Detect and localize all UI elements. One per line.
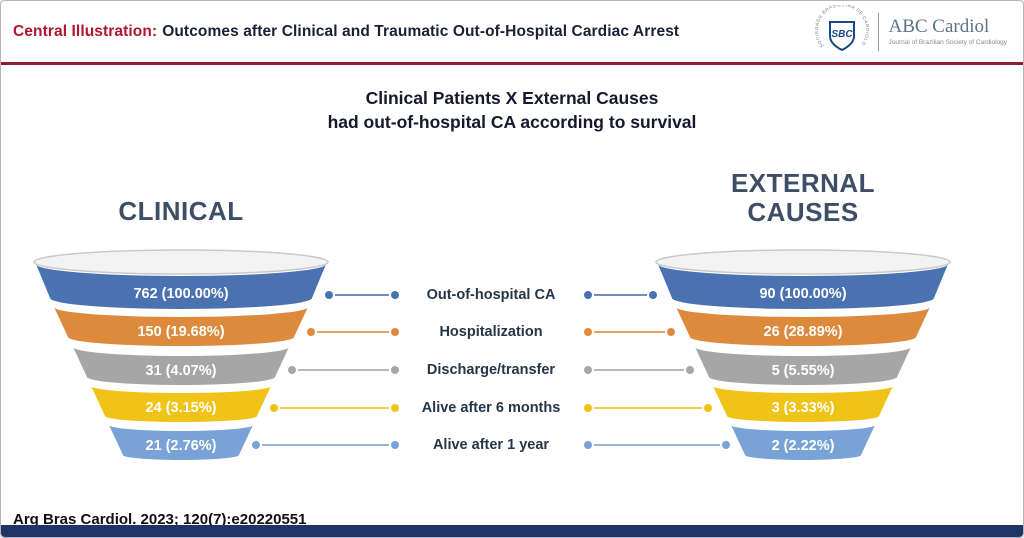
funnel-band-5 (731, 425, 875, 460)
external-causes-heading: EXTERNAL CAUSES (653, 168, 953, 228)
figure-title-line2: had out-of-hospital CA according to surv… (327, 111, 697, 132)
stage-label: Hospitalization (439, 323, 543, 340)
connector-dot (583, 440, 592, 449)
sbc-logo-icon: SOCIEDADE BRASILEIRA DE CARDIOLOGIA SBC (815, 5, 869, 51)
connector-dot (288, 365, 296, 374)
connector-row-alive-6-months: Alive after 6 months (270, 399, 712, 416)
connector-line (317, 330, 389, 333)
header-title: Central Illustration: Outcomes after Clin… (13, 23, 679, 41)
band-value: 90 (100.00%) (759, 286, 846, 302)
header-rule (1, 62, 1023, 65)
connector-dot (390, 327, 399, 336)
logo-block: SOCIEDADE BRASILEIRA DE CARDIOLOGIA SBC … (815, 5, 1013, 59)
journal-name: ABC Cardiol (888, 15, 990, 37)
connector-dot (704, 403, 712, 412)
header: Central Illustration: Outcomes after Clin… (1, 1, 1023, 62)
band-value: 5 (5.55%) (772, 363, 835, 379)
bottom-bar (1, 525, 1023, 537)
connector-line (593, 330, 665, 333)
connector-dot (583, 327, 592, 336)
band-value: 21 (2.76%) (146, 438, 217, 454)
connector-line (593, 406, 702, 409)
funnel-band-2 (676, 307, 930, 346)
connector-dot (270, 403, 278, 412)
connector-dot (390, 365, 399, 374)
connector-line (262, 443, 389, 446)
shield-icon (829, 20, 856, 51)
connector-dot (390, 440, 399, 449)
external-causes-heading-text: EXTERNAL CAUSES (730, 168, 876, 228)
connector-line (593, 293, 647, 296)
connector-dot (583, 290, 592, 299)
funnel-clinical: 762 (100.00%) 150 (19.68%) 31 (4.07%) 24… (33, 249, 329, 460)
funnel-band-3 (695, 347, 911, 385)
funnel-band-4 (91, 386, 271, 422)
citation: Arq Bras Cardiol. 2023; 120(7):e20220551 (13, 511, 307, 528)
header-text: Outcomes after Clinical and Traumatic Ou… (162, 22, 680, 40)
connector-row-out-of-hospital-ca: Out-of-hospital CA (325, 286, 657, 303)
funnel-external-causes: 90 (100.00%) 26 (28.89%) 5 (5.55%) 3 (3.… (655, 249, 951, 460)
figure-title: Clinical Patients X External Causes had … (1, 87, 1023, 134)
stage-label: Alive after 6 months (421, 399, 561, 416)
stage-label: Out-of-hospital CA (426, 286, 556, 303)
header-label: Central Illustration: (13, 22, 158, 40)
figure-title-line1: Clinical Patients X External Causes (365, 88, 659, 108)
connector-dot (390, 403, 399, 412)
band-value: 3 (3.33%) (772, 400, 835, 416)
band-value: 150 (19.68%) (137, 324, 224, 340)
connector-dot (722, 440, 730, 449)
funnel-band-1 (658, 264, 948, 309)
connector-dot (390, 290, 399, 299)
connector-row-alive-1-year: Alive after 1 year (252, 436, 730, 453)
connector-line (593, 368, 684, 371)
band-value: 26 (28.89%) (764, 324, 843, 340)
clinical-heading: CLINICAL (118, 196, 244, 226)
connector-row-hospitalization: Hospitalization (307, 323, 675, 340)
connector-line (335, 293, 389, 296)
funnel-band-2 (54, 307, 308, 346)
funnel-band-5 (109, 425, 253, 460)
connector-dot (667, 327, 675, 336)
connector-dot (686, 365, 694, 374)
connector-dot (307, 327, 315, 336)
logo-divider (878, 12, 880, 51)
funnel-band-1 (36, 264, 326, 309)
stage-label: Discharge/transfer (426, 361, 556, 378)
connector-line (280, 406, 389, 409)
connector-dot (583, 365, 592, 374)
connector-dot (583, 403, 592, 412)
connector-dot (252, 440, 260, 449)
funnel-band-3 (73, 347, 289, 385)
connector-dot (325, 290, 333, 299)
funnel-band-4 (713, 386, 893, 422)
shield-text: SBC (832, 29, 854, 40)
funnel-top-rim (655, 249, 951, 275)
funnel-top-rim (33, 249, 329, 275)
connector-dot (649, 290, 657, 299)
band-value: 24 (3.15%) (146, 400, 217, 416)
journal-title-block: ABC Cardiol Journal of Brazilian Society… (888, 15, 1007, 47)
band-value: 31 (4.07%) (146, 363, 217, 379)
band-value: 762 (100.00%) (133, 286, 228, 302)
connector-line (593, 443, 720, 446)
journal-subtitle: Journal of Brazilian Society of Cardiolo… (888, 39, 1007, 47)
band-value: 2 (2.22%) (772, 438, 835, 454)
connector-row-discharge-transfer: Discharge/transfer (288, 361, 694, 378)
stage-label: Alive after 1 year (432, 436, 550, 453)
connector-line (298, 368, 389, 371)
